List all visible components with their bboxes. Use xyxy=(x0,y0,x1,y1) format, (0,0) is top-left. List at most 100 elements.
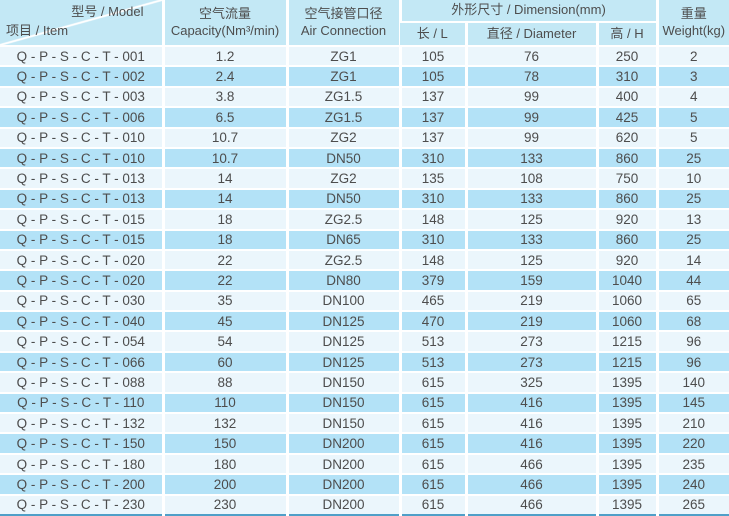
table-row: Q - P - S - C - T - 013 14 DN50 310 133 … xyxy=(0,187,729,210)
connection-cell: DN50 xyxy=(285,146,400,169)
model-cell: Q - P - S - C - T - 230 xyxy=(0,493,163,515)
length-cell: 615 xyxy=(398,371,466,393)
diameter-cell: 133 xyxy=(464,228,597,250)
length-cell: 148 xyxy=(398,248,466,271)
weight-cell: 220 xyxy=(655,432,729,454)
capacity-cell: 180 xyxy=(161,452,287,475)
height-cell: 1215 xyxy=(595,330,658,352)
model-cell: Q - P - S - C - T - 003 xyxy=(0,85,163,108)
length-cell: 615 xyxy=(398,391,466,414)
height-cell: 1395 xyxy=(595,432,658,454)
weight-cell: 44 xyxy=(655,269,729,291)
weight-cell: 25 xyxy=(655,228,729,250)
table-row: Q - P - S - C - T - 066 60 DN125 513 273… xyxy=(0,350,729,373)
model-cell: Q - P - S - C - T - 088 xyxy=(0,371,163,393)
height-cell: 1395 xyxy=(595,412,658,434)
diameter-cell: 99 xyxy=(464,106,597,128)
capacity-cell: 1.2 xyxy=(161,44,287,67)
diameter-cell: 416 xyxy=(464,432,597,454)
length-cell: 615 xyxy=(398,412,466,434)
capacity-cell: 22 xyxy=(161,269,287,291)
table-row: Q - P - S - C - T - 030 35 DN100 465 219… xyxy=(0,289,729,312)
diameter-cell: 219 xyxy=(464,289,597,312)
capacity-cell: 200 xyxy=(161,473,287,495)
connection-cell: DN125 xyxy=(285,330,400,352)
header-dimension-group: 外形尺寸 / Dimension(mm) xyxy=(398,0,658,22)
height-cell: 1395 xyxy=(595,493,658,515)
model-cell: Q - P - S - C - T - 020 xyxy=(0,248,163,271)
model-cell: Q - P - S - C - T - 200 xyxy=(0,473,163,495)
capacity-cell: 110 xyxy=(161,391,287,414)
height-cell: 620 xyxy=(595,126,658,148)
capacity-cell: 54 xyxy=(161,330,287,352)
capacity-cell: 10.7 xyxy=(161,146,287,169)
model-cell: Q - P - S - C - T - 010 xyxy=(0,126,163,148)
connection-cell: ZG2.5 xyxy=(285,208,400,230)
model-cell: Q - P - S - C - T - 010 xyxy=(0,146,163,169)
capacity-cell: 6.5 xyxy=(161,106,287,128)
diameter-cell: 466 xyxy=(464,473,597,495)
height-cell: 1040 xyxy=(595,269,658,291)
diameter-cell: 466 xyxy=(464,452,597,475)
header-weight: 重量 Weight(kg) xyxy=(655,0,729,46)
connection-cell: DN80 xyxy=(285,269,400,291)
diameter-cell: 78 xyxy=(464,65,597,87)
model-cell: Q - P - S - C - T - 015 xyxy=(0,208,163,230)
height-cell: 310 xyxy=(595,65,658,87)
connection-cell: ZG1 xyxy=(285,65,400,87)
weight-cell: 68 xyxy=(655,310,729,332)
length-cell: 310 xyxy=(398,187,466,210)
connection-cell: DN125 xyxy=(285,310,400,332)
model-cell: Q - P - S - C - T - 040 xyxy=(0,310,163,332)
capacity-header-en: Capacity(Nm³/min) xyxy=(170,22,280,38)
height-cell: 860 xyxy=(595,146,658,169)
connection-cell: DN50 xyxy=(285,187,400,210)
diameter-cell: 76 xyxy=(464,44,597,67)
height-cell: 1395 xyxy=(595,452,658,475)
air-connection-header-en: Air Connection xyxy=(300,22,387,38)
capacity-cell: 60 xyxy=(161,350,287,373)
diameter-cell: 133 xyxy=(464,187,597,210)
header-height: 高 / H xyxy=(595,21,658,46)
weight-header-en: Weight(kg) xyxy=(662,22,726,38)
diameter-cell: 416 xyxy=(464,391,597,414)
connection-cell: DN100 xyxy=(285,289,400,312)
weight-cell: 25 xyxy=(655,187,729,210)
length-cell: 615 xyxy=(398,473,466,495)
length-cell: 137 xyxy=(398,106,466,128)
height-cell: 250 xyxy=(595,44,658,67)
height-cell: 425 xyxy=(595,106,658,128)
diameter-cell: 159 xyxy=(464,269,597,291)
capacity-cell: 45 xyxy=(161,310,287,332)
capacity-cell: 230 xyxy=(161,493,287,515)
weight-cell: 96 xyxy=(655,330,729,352)
model-cell: Q - P - S - C - T - 180 xyxy=(0,452,163,475)
weight-cell: 145 xyxy=(655,391,729,414)
header-length: 长 / L xyxy=(400,21,466,46)
item-header-label: 项目 / Item xyxy=(6,23,69,39)
length-cell: 513 xyxy=(398,330,466,352)
weight-cell: 140 xyxy=(655,371,729,393)
height-cell: 750 xyxy=(595,167,658,189)
capacity-cell: 2.4 xyxy=(161,65,287,87)
weight-cell: 5 xyxy=(655,126,729,148)
capacity-cell: 35 xyxy=(161,289,287,312)
connection-cell: DN65 xyxy=(285,228,400,250)
table-row: Q - P - S - C - T - 020 22 ZG2.5 148 125… xyxy=(0,248,729,271)
length-cell: 135 xyxy=(398,167,466,189)
weight-cell: 240 xyxy=(655,473,729,495)
weight-cell: 25 xyxy=(655,146,729,169)
weight-cell: 10 xyxy=(655,167,729,189)
model-header-label: 型号 / Model xyxy=(71,4,144,19)
diameter-cell: 273 xyxy=(464,330,597,352)
weight-cell: 13 xyxy=(655,208,729,230)
connection-cell: DN125 xyxy=(285,350,400,373)
length-cell: 470 xyxy=(398,310,466,332)
air-connection-header-cn: 空气接管口径 xyxy=(304,5,383,21)
diameter-cell: 99 xyxy=(464,126,597,148)
capacity-cell: 14 xyxy=(161,187,287,210)
table-row: Q - P - S - C - T - 020 22 DN80 379 159 … xyxy=(0,269,729,291)
weight-cell: 96 xyxy=(655,350,729,373)
model-cell: Q - P - S - C - T - 132 xyxy=(0,412,163,434)
capacity-cell: 10.7 xyxy=(161,126,287,148)
